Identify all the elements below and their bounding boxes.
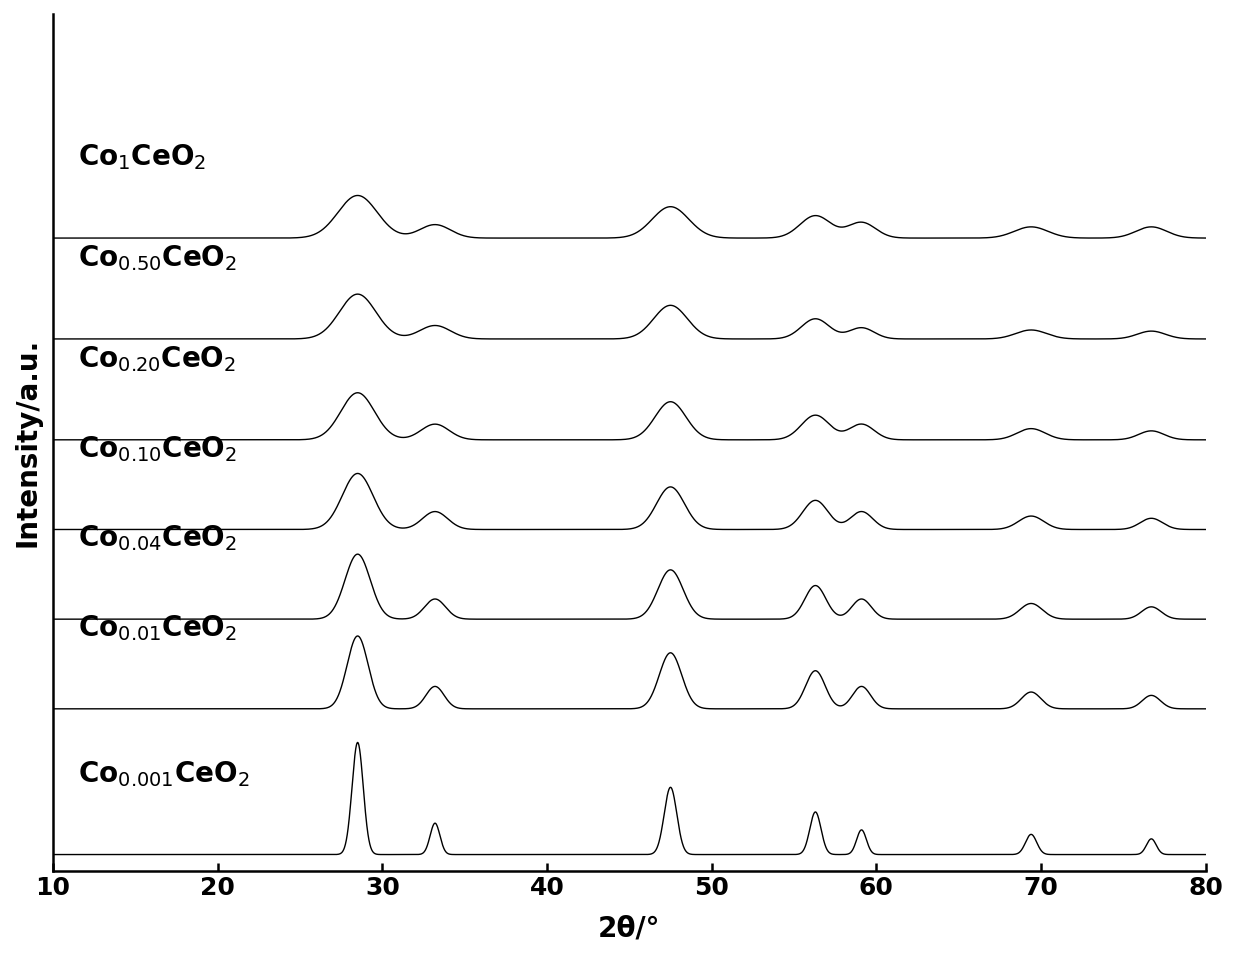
Text: Co$_{0.50}$CeO$_{2}$: Co$_{0.50}$CeO$_{2}$ [78, 244, 238, 273]
Text: Co$_{0.20}$CeO$_{2}$: Co$_{0.20}$CeO$_{2}$ [78, 344, 236, 374]
Text: Co$_{0.001}$CeO$_{2}$: Co$_{0.001}$CeO$_{2}$ [78, 759, 249, 789]
Text: Co$_{1}$CeO$_{2}$: Co$_{1}$CeO$_{2}$ [78, 142, 207, 172]
Text: Co$_{0.04}$CeO$_{2}$: Co$_{0.04}$CeO$_{2}$ [78, 524, 238, 554]
Text: Co$_{0.10}$CeO$_{2}$: Co$_{0.10}$CeO$_{2}$ [78, 434, 238, 464]
Text: Co$_{0.01}$CeO$_{2}$: Co$_{0.01}$CeO$_{2}$ [78, 613, 238, 643]
Y-axis label: Intensity/a.u.: Intensity/a.u. [14, 338, 42, 547]
X-axis label: 2θ/°: 2θ/° [597, 914, 661, 942]
